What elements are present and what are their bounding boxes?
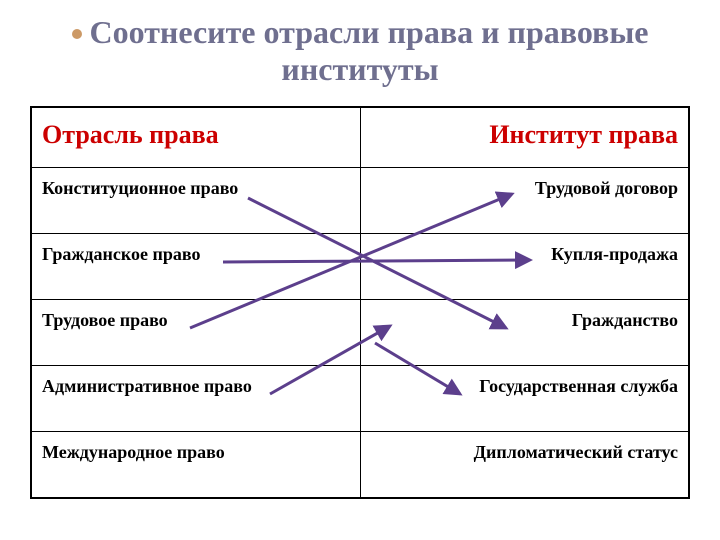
row3-left: Трудовое право: [32, 300, 361, 366]
row1-left: Конституционное право: [32, 168, 361, 234]
table: Отрасль права Институт права Конституцио…: [31, 107, 689, 498]
slide: Соотнесите отрасли права и правовые инст…: [0, 0, 720, 540]
table-row: Гражданское право Купля-продажа: [32, 234, 689, 300]
row4-left: Административное право: [32, 366, 361, 432]
header-right: Институт права: [360, 108, 689, 168]
table-row: Административное право Государственная с…: [32, 366, 689, 432]
header-left: Отрасль права: [32, 108, 361, 168]
row5-right: Дипломатический статус: [360, 432, 689, 498]
row2-left: Гражданское право: [32, 234, 361, 300]
match-table: Отрасль права Институт права Конституцио…: [30, 106, 690, 499]
table-row: Международное право Дипломатический стат…: [32, 432, 689, 498]
row3-right: Гражданство: [360, 300, 689, 366]
slide-title: Соотнесите отрасли права и правовые инст…: [0, 0, 720, 88]
title-text: Соотнесите отрасли права и правовые инст…: [90, 14, 649, 87]
row4-right: Государственная служба: [360, 366, 689, 432]
table-header-row: Отрасль права Институт права: [32, 108, 689, 168]
row5-left: Международное право: [32, 432, 361, 498]
bullet-icon: [72, 29, 82, 39]
table-row: Трудовое право Гражданство: [32, 300, 689, 366]
row1-right: Трудовой договор: [360, 168, 689, 234]
table-row: Конституционное право Трудовой договор: [32, 168, 689, 234]
row2-right: Купля-продажа: [360, 234, 689, 300]
